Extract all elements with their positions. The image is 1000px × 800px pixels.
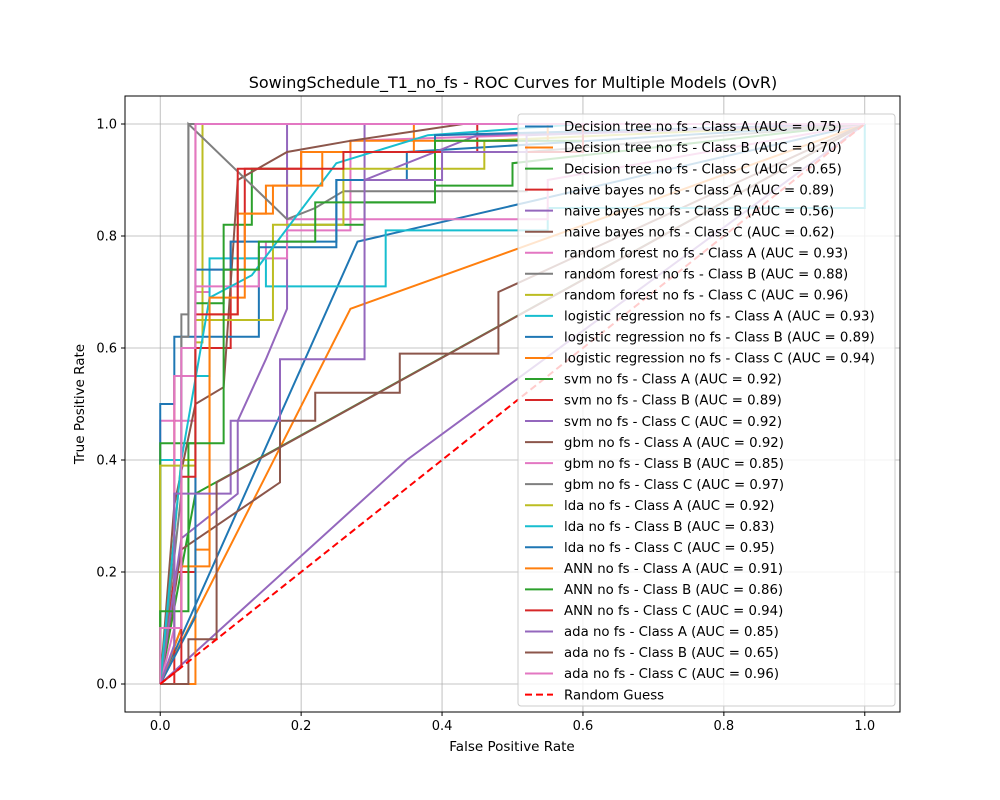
legend-entry-label: naive bayes no fs - Class A (AUC = 0.89) [564,183,834,198]
x-tick-label: 0.4 [432,719,453,734]
legend-entry-label: random forest no fs - Class A (AUC = 0.9… [564,246,848,261]
legend-entry-label: Decision tree no fs - Class A (AUC = 0.7… [564,120,842,135]
legend-entry-label: random forest no fs - Class C (AUC = 0.9… [564,289,848,304]
legend-entry-label: lda no fs - Class C (AUC = 0.95) [564,541,775,556]
y-tick-label: 0.6 [96,342,117,357]
legend-entry-label: Decision tree no fs - Class C (AUC = 0.6… [564,162,842,177]
legend-entry-label: logistic regression no fs - Class A (AUC… [564,310,875,325]
legend-entry-label: gbm no fs - Class A (AUC = 0.92) [564,436,784,451]
roc-curve-25 [160,123,866,685]
legend-entry-label: ada no fs - Class C (AUC = 0.96) [564,667,779,682]
roc-curve-24 [159,123,865,685]
legend-entry-label: gbm no fs - Class C (AUC = 0.97) [564,478,784,493]
legend-entry-label: svm no fs - Class C (AUC = 0.92) [564,415,782,430]
y-tick-label: 0.4 [96,454,117,469]
y-tick-label: 1.0 [96,118,117,133]
axes-frame [124,95,901,713]
legend-entry-label: random forest no fs - Class B (AUC = 0.8… [564,267,848,282]
roc-curve-14 [159,123,865,685]
legend-entry-label: ada no fs - Class B (AUC = 0.65) [564,646,779,661]
x-axis-ticks: 0.0 0.2 0.4 0.6 0.8 1.0 [150,712,875,734]
legend-entry-label: lda no fs - Class A (AUC = 0.92) [564,499,774,514]
legend-entry-label: logistic regression no fs - Class C (AUC… [564,352,875,367]
x-tick-label: 0.8 [714,719,735,734]
y-axis-ticks: 0.0 0.2 0.4 0.6 0.8 1.0 [96,118,125,693]
y-axis-label: True Positive Rate [72,344,88,465]
x-tick-label: 0.6 [573,719,594,734]
legend-entry-label: ada no fs - Class A (AUC = 0.85) [564,625,779,640]
roc-curve-26 [159,123,865,684]
legend-box [517,113,896,707]
x-axis-label: False Positive Rate [449,739,574,755]
legend: Decision tree no fs - Class A (AUC = 0.7… [517,113,896,707]
roc-curve-18 [159,123,865,684]
legend-entry-label: naive bayes no fs - Class C (AUC = 0.62) [564,225,834,240]
y-tick-label: 0.8 [96,230,117,245]
legend-entry-label: gbm no fs - Class B (AUC = 0.85) [564,457,784,472]
legend-entry-label: ANN no fs - Class C (AUC = 0.94) [564,604,783,619]
x-tick-label: 1.0 [854,719,875,734]
legend-entry-label: Decision tree no fs - Class B (AUC = 0.7… [564,141,842,156]
chart-title: SowingSchedule_T1_no_fs - ROC Curves for… [249,73,778,93]
legend-entry-label: lda no fs - Class B (AUC = 0.83) [564,520,774,535]
y-tick-label: 0.0 [96,678,117,693]
legend-entry-label: svm no fs - Class A (AUC = 0.92) [564,373,782,388]
legend-entry-label: svm no fs - Class B (AUC = 0.89) [564,394,782,409]
legend-entry-label: ANN no fs - Class A (AUC = 0.91) [564,562,783,577]
legend-entry-label: Random Guess [564,688,664,703]
legend-entry-label: ANN no fs - Class B (AUC = 0.86) [564,583,783,598]
roc-curve-5 [159,123,866,685]
legend-entry-label: naive bayes no fs - Class B (AUC = 0.56) [564,204,834,219]
legend-entry-label: logistic regression no fs - Class B (AUC… [564,331,875,346]
y-tick-label: 0.2 [96,566,117,581]
x-tick-label: 0.2 [291,719,312,734]
x-tick-label: 0.0 [150,719,171,734]
